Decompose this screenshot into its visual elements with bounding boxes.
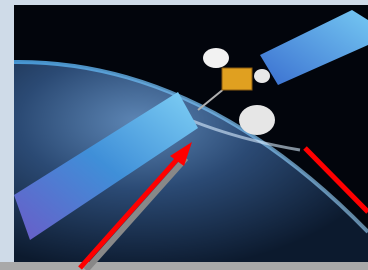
antenna-dish (203, 48, 229, 68)
antenna-dish (239, 105, 275, 135)
antenna-dish (254, 69, 270, 83)
bottom-band (0, 262, 368, 270)
photo (0, 0, 368, 270)
satellite-body (222, 68, 252, 90)
